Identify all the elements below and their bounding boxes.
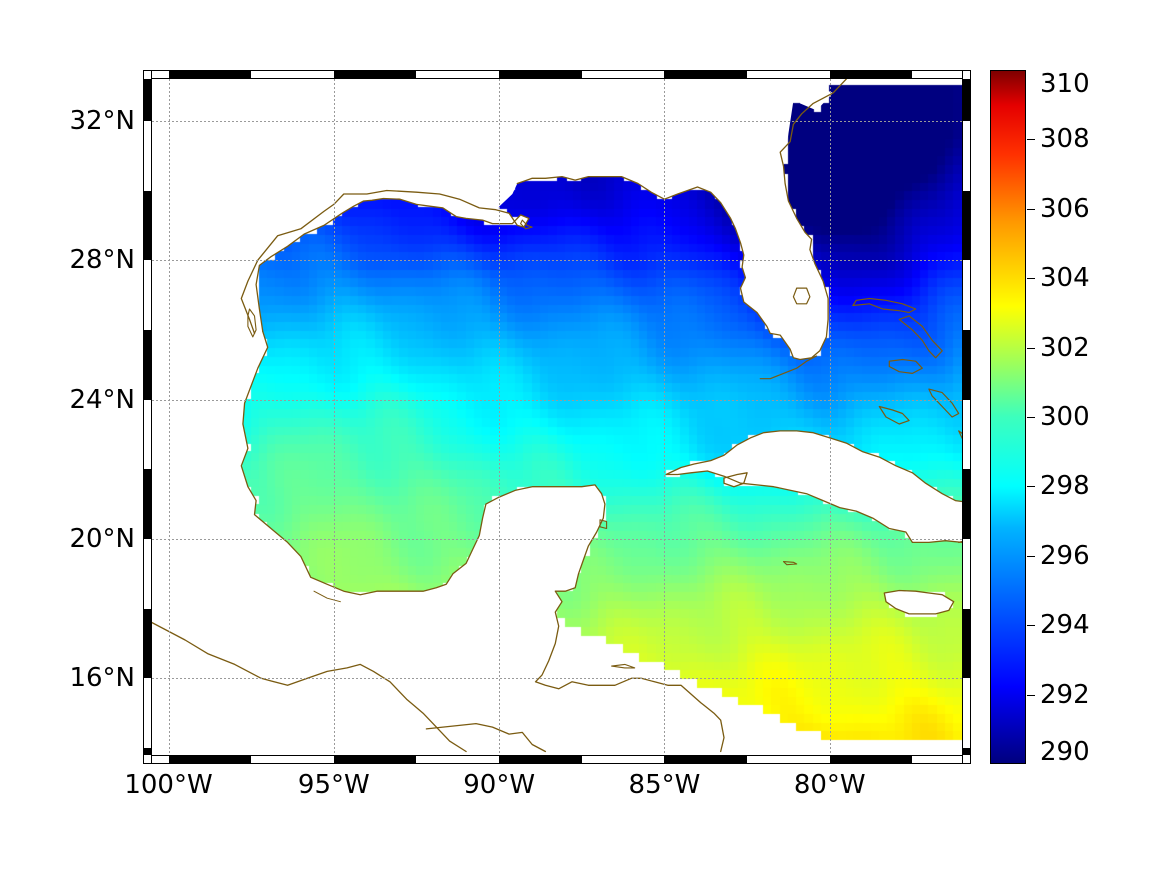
colorbar: 290 292 294 296 298 300 302 304 306 308 310 [990,69,1090,767]
gridline-lon-95w [333,79,335,755]
frame-block [963,469,970,539]
land-fill-0 [152,79,834,755]
map-plot-area [152,79,962,755]
gridline-lat-28n [152,260,962,262]
colorbar-tick [1027,625,1035,627]
coastline-bay-islands [611,663,636,669]
y-tick-label-2: 24°N [69,384,135,415]
frame-block [144,469,151,539]
colorbar-tick [1027,278,1035,280]
frame-block [499,756,582,763]
frame-block [963,190,970,261]
frame-block [333,71,417,78]
colorbar-tick [1027,417,1035,418]
coastline-florida-atlantic [516,79,847,361]
frame-block [144,79,151,121]
colorbar-tick-label-304: 304 [1040,263,1090,294]
map-clip [152,79,962,755]
gridline-lon-90w [499,79,501,755]
land-fill-2 [884,590,954,614]
colorbar-tick-label-302: 302 [1040,332,1090,363]
gridline-lon-100w [168,79,170,755]
colorbar-tick-label-290: 290 [1040,737,1090,767]
coastline-bahamas-4 [928,388,960,418]
frame-block [168,756,252,763]
frame-block [144,329,151,400]
border-mexico-pacific [152,621,467,753]
map-axes [143,70,971,764]
colorbar-tick-label-308: 308 [1040,124,1090,155]
gridline-lat-20n [152,538,962,540]
x-tick-label-2: 90°W [463,770,536,800]
x-tick-label-3: 85°W [628,770,701,800]
frame-block [963,608,970,679]
coastline-cozumel [599,519,608,530]
coastline-isla-de-la-juventud [723,472,748,488]
mississippi-delta [520,219,533,230]
lake-okeechobee [792,287,811,305]
coastline-bahamas-5 [878,405,910,425]
x-tick-label-1: 95°W [297,770,370,800]
frame-block [144,608,151,679]
frame-block [963,748,970,755]
y-tick-label-3: 20°N [69,523,135,554]
frame-block [664,756,748,763]
frame-block [144,190,151,261]
y-tick-label-0: 32°N [69,105,135,136]
frame-block [829,756,913,763]
colorbar-tick-label-306: 306 [1040,193,1090,224]
x-tick-label-4: 80°W [793,770,866,800]
coastline-grand-cayman [782,561,798,566]
frame-block [144,748,151,755]
gridline-lat-16n [152,678,962,680]
colorbar-tick-label-300: 300 [1040,402,1090,432]
land-fill-1 [666,430,962,543]
colorbar-tick [1027,486,1035,488]
map-frame-right [962,70,971,764]
colorbar-tick [1027,208,1035,210]
frame-block [664,71,748,78]
colorbar-tick-label-310: 310 [1040,69,1090,99]
y-tick-label-1: 28°N [69,245,135,276]
colorbar-tick [1027,555,1035,557]
colorbar-tick-label-294: 294 [1040,610,1090,641]
gridline-lon-80w [829,79,831,755]
gridline-lat-24n [152,399,962,401]
coastline-layer [152,79,962,755]
frame-block [168,71,252,78]
colorbar-gradient [990,70,1026,764]
map-frame-left [143,70,152,764]
coastline-bahamas-2 [898,315,943,359]
colorbar-tick [1027,347,1035,349]
coastline-bahamas-1 [852,297,917,314]
colorbar-tick-label-296: 296 [1040,540,1090,571]
coastline-florida-keys [759,355,818,380]
colorbar-tick [1027,139,1035,141]
gridline-lon-85w [664,79,666,755]
laguna-madre [247,308,257,338]
colorbar-tick-label-292: 292 [1040,679,1090,710]
gridline-lat-32n [152,120,962,122]
x-tick-label-0: 100°W [124,770,213,800]
colorbar-tick-label-298: 298 [1040,471,1090,502]
coastline-bahamas-3 [888,358,923,374]
frame-block [963,329,970,400]
colorbar-tick [1027,694,1035,696]
coastline-texas-louisiana [240,189,530,335]
coastline-mexico-yucatan [240,330,725,753]
river-line [313,590,341,603]
border-guatemala [425,722,547,753]
frame-block [333,756,417,763]
frame-block [963,79,970,121]
frame-block [829,71,913,78]
frame-block [499,71,582,78]
coastline-jamaica [883,589,955,615]
y-tick-label-4: 16°N [69,663,135,694]
coastline-cuba [665,430,962,544]
